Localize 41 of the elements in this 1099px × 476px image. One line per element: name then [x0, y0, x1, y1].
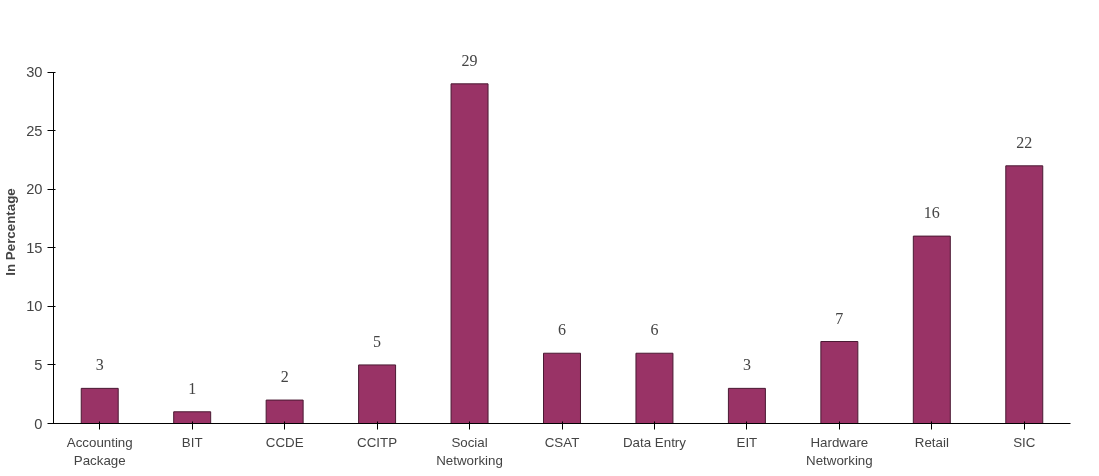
x-tick-label: Hardware Networking [806, 434, 873, 468]
x-tick-label: SIC [1013, 434, 1036, 450]
data-label: 2 [280, 368, 289, 386]
data-label: 1 [188, 379, 197, 397]
data-label: 3 [742, 356, 751, 374]
y-tick-label: 15 [26, 239, 43, 256]
data-label: 6 [558, 321, 566, 339]
x-tick-label: CSAT [544, 434, 580, 450]
y-tick-label: 20 [26, 181, 43, 198]
bar [450, 83, 489, 424]
bar [1005, 165, 1044, 424]
x-tick-label: Accounting Package [66, 434, 133, 468]
data-label: 5 [373, 332, 382, 350]
data-label: 22 [1016, 133, 1033, 151]
y-tick-label: 5 [34, 356, 43, 373]
x-tick-label: Retail [914, 434, 949, 450]
data-label: 6 [650, 321, 659, 339]
bar [727, 387, 766, 424]
data-label: 29 [461, 51, 478, 69]
y-tick-label: 10 [26, 298, 43, 315]
x-tick-label: EIT [736, 434, 758, 450]
bar [358, 364, 397, 424]
data-label: 3 [95, 356, 104, 374]
y-tick-label: 30 [26, 64, 43, 81]
x-tick-label: CCDE [265, 434, 304, 450]
y-tick-label: 0 [34, 415, 43, 432]
bar [820, 341, 859, 424]
data-label: 16 [923, 204, 940, 222]
bar [80, 387, 119, 424]
x-tick-label: BIT [181, 434, 203, 450]
x-tick-label: Data Entry [622, 434, 687, 450]
bar [265, 399, 304, 424]
bar [912, 235, 951, 424]
bar [635, 352, 674, 424]
y-tick-label: 25 [26, 122, 43, 139]
data-label: 7 [835, 309, 844, 327]
x-tick-label: CCITP [357, 434, 398, 450]
y-axis-title: In Percentage [3, 188, 19, 276]
x-tick-label: Social Networking [436, 434, 503, 468]
bar [173, 411, 212, 424]
bar [543, 352, 581, 424]
